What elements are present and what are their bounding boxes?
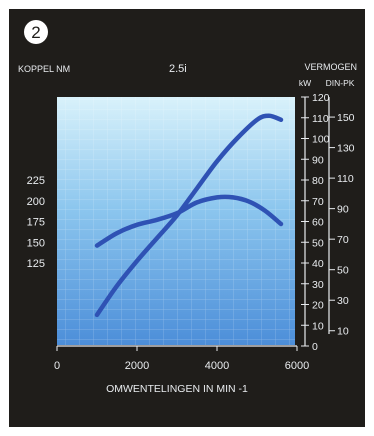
pk-tick-label: 90 — [337, 204, 349, 216]
pk-tick-label: 10 — [337, 326, 349, 338]
torque-tick-label: 200 — [27, 196, 45, 208]
kw-tick-label: 80 — [312, 175, 324, 187]
torque-tick-label: 175 — [27, 217, 45, 229]
pk-tick-label: 130 — [337, 143, 355, 155]
kw-tick-label: 0 — [312, 341, 318, 353]
kw-tick-label: 90 — [312, 154, 324, 166]
kw-tick-label: 50 — [312, 237, 324, 249]
x-tick-label: 4000 — [205, 360, 229, 372]
pk-unit-label: DIN-PK — [326, 78, 355, 88]
kw-tick-label: 110 — [312, 113, 329, 125]
kw-tick-label: 60 — [312, 217, 324, 229]
pk-tick-label: 30 — [337, 295, 349, 307]
kw-tick-label: 30 — [312, 279, 324, 291]
x-tick-label: 2000 — [125, 360, 149, 372]
kw-unit-label: kW — [299, 78, 311, 88]
pk-tick-label: 50 — [337, 265, 349, 277]
performance-chart: 2 KOPPEL NM 2.5i VERMOGEN kW DIN-PK OMWE… — [9, 9, 365, 427]
plot-grid — [57, 97, 295, 345]
kw-tick-label: 120 — [312, 92, 330, 104]
badge-number: 2 — [31, 23, 40, 42]
pk-tick-label: 110 — [337, 173, 354, 185]
torque-tick-label: 225 — [27, 175, 45, 187]
chart-title: 2.5i — [169, 63, 187, 75]
x-tick-label: 0 — [54, 360, 60, 372]
kw-tick-label: 40 — [312, 258, 324, 270]
x-tick-label: 6000 — [285, 360, 309, 372]
chart-panel: 2 KOPPEL NM 2.5i VERMOGEN kW DIN-PK OMWE… — [9, 9, 365, 427]
kw-tick-label: 10 — [312, 320, 324, 332]
x-axis-title: OMWENTELINGEN IN MIN -1 — [106, 383, 248, 395]
torque-tick-label: 125 — [27, 258, 45, 270]
pk-tick-label: 70 — [337, 234, 349, 246]
badge: 2 — [24, 20, 48, 44]
kw-tick-label: 20 — [312, 300, 324, 312]
torque-tick-label: 150 — [27, 237, 45, 249]
pk-tick-label: 150 — [337, 112, 355, 124]
left-axis-title: KOPPEL NM — [18, 64, 70, 74]
kw-tick-label: 100 — [312, 134, 330, 146]
kw-tick-label: 70 — [312, 196, 324, 208]
right-axis-title: VERMOGEN — [304, 62, 357, 72]
